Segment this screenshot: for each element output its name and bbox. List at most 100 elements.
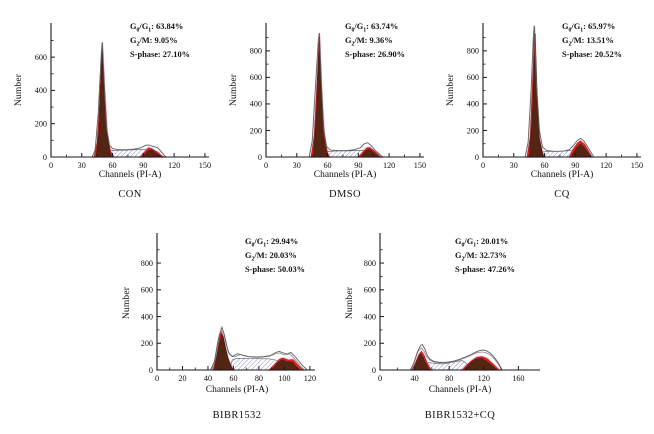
svg-text:90: 90 bbox=[139, 161, 147, 170]
svg-text:120: 120 bbox=[600, 161, 612, 170]
svg-text:600: 600 bbox=[364, 286, 376, 295]
histogram-svg: 0 200 400 600 800 0 30 60 90 120 150 bbox=[250, 23, 426, 170]
svg-text:0: 0 bbox=[378, 374, 382, 383]
stat-line: G2/M: 32.73% bbox=[455, 250, 507, 263]
svg-text:200: 200 bbox=[141, 339, 153, 348]
svg-text:600: 600 bbox=[35, 53, 47, 62]
panel-bibr1532: Number 0 200 400 600 800 0 20 40 60 80 100 120 G0/G… bbox=[106, 210, 336, 434]
plot-area: 0 200 400 600 800 0 30 60 90 120 150 bbox=[235, 18, 436, 179]
x-axis-label: Channels (PI-A) bbox=[98, 170, 162, 180]
stat-line: S-phase: 27.10% bbox=[130, 49, 191, 59]
svg-text:600: 600 bbox=[250, 73, 262, 82]
svg-text:120: 120 bbox=[304, 374, 316, 383]
stat-line: S-phase: 47.26% bbox=[455, 264, 516, 274]
svg-text:120: 120 bbox=[168, 161, 180, 170]
svg-text:40: 40 bbox=[204, 374, 212, 383]
svg-text:100: 100 bbox=[278, 374, 290, 383]
stat-line: S-phase: 26.90% bbox=[345, 49, 406, 59]
panel-title: CON bbox=[118, 189, 142, 200]
svg-text:150: 150 bbox=[631, 161, 643, 170]
cell-cycle-stats: G0/G1: 20.01% G2/M: 32.73% S-phase: 47.26% bbox=[455, 237, 515, 275]
histogram-svg: 0 200 400 600 0 30 60 90 120 150 bbox=[35, 23, 211, 170]
svg-text:120: 120 bbox=[383, 161, 395, 170]
svg-text:800: 800 bbox=[364, 259, 376, 268]
stat-line: G2/M: 13.51% bbox=[562, 35, 614, 48]
svg-text:200: 200 bbox=[35, 120, 47, 129]
x-axis-label: Channels (PI-A) bbox=[530, 170, 594, 180]
svg-text:0: 0 bbox=[372, 366, 376, 375]
stat-line: S-phase: 50.03% bbox=[245, 264, 306, 274]
svg-text:30: 30 bbox=[293, 161, 301, 170]
svg-text:0: 0 bbox=[49, 161, 53, 170]
svg-text:30: 30 bbox=[510, 161, 518, 170]
plot-area: 0 200 400 600 0 30 60 90 120 150 bbox=[20, 18, 221, 179]
histogram-svg: 0 200 400 600 800 0 40 80 120 160 bbox=[364, 233, 540, 383]
panel-cq: Number 0 200 400 600 800 0 30 60 90 120 150 G0/G1:… bbox=[432, 0, 654, 210]
svg-text:800: 800 bbox=[250, 47, 262, 56]
svg-text:0: 0 bbox=[149, 366, 153, 375]
cell-cycle-stats: G0/G1: 63.84% G2/M: 9.05% S-phase: 27.10% bbox=[130, 22, 190, 60]
x-axis-label: Channels (PI-A) bbox=[313, 170, 377, 180]
svg-text:30: 30 bbox=[78, 161, 86, 170]
stat-line: G2/M: 9.05% bbox=[130, 35, 178, 48]
svg-text:800: 800 bbox=[467, 47, 479, 56]
svg-text:90: 90 bbox=[571, 161, 579, 170]
plot-area: 0 200 400 600 800 0 40 80 120 160 bbox=[349, 228, 552, 392]
stat-line: G0/G1: 29.94% bbox=[245, 237, 299, 249]
svg-text:80: 80 bbox=[445, 374, 453, 383]
svg-text:200: 200 bbox=[250, 126, 262, 135]
svg-text:60: 60 bbox=[108, 161, 116, 170]
x-axis-label: Channels (PI-A) bbox=[428, 385, 492, 395]
stat-line: S-phase: 20.52% bbox=[562, 49, 623, 59]
histogram-svg: 0 200 400 600 800 0 30 60 90 120 150 bbox=[467, 23, 643, 170]
cell-cycle-stats: G0/G1: 29.94% G2/M: 20.03% S-phase: 50.03% bbox=[245, 237, 305, 275]
svg-text:0: 0 bbox=[264, 161, 268, 170]
stat-line: G0/G1: 20.01% bbox=[455, 237, 509, 249]
svg-text:400: 400 bbox=[364, 312, 376, 321]
svg-text:800: 800 bbox=[141, 259, 153, 268]
svg-text:600: 600 bbox=[141, 286, 153, 295]
svg-text:160: 160 bbox=[512, 374, 524, 383]
svg-text:400: 400 bbox=[141, 312, 153, 321]
svg-text:0: 0 bbox=[43, 153, 47, 162]
plot-area: 0 200 400 600 800 0 20 40 60 80 100 120 bbox=[126, 228, 327, 392]
svg-text:0: 0 bbox=[475, 153, 479, 162]
svg-text:600: 600 bbox=[467, 73, 479, 82]
svg-text:40: 40 bbox=[411, 374, 419, 383]
svg-text:60: 60 bbox=[229, 374, 237, 383]
svg-text:60: 60 bbox=[540, 161, 548, 170]
stat-line: G0/G1: 65.97% bbox=[562, 22, 616, 34]
svg-text:0: 0 bbox=[258, 153, 262, 162]
svg-text:120: 120 bbox=[478, 374, 490, 383]
stat-line: G2/M: 20.03% bbox=[245, 250, 297, 263]
svg-text:60: 60 bbox=[323, 161, 331, 170]
panel-title: BIBR1532+CQ bbox=[424, 410, 496, 421]
svg-text:0: 0 bbox=[481, 161, 485, 170]
stat-line: G0/G1: 63.84% bbox=[130, 22, 184, 34]
svg-text:80: 80 bbox=[255, 374, 263, 383]
svg-text:90: 90 bbox=[354, 161, 362, 170]
svg-text:400: 400 bbox=[250, 100, 262, 109]
panel-title: BIBR1532 bbox=[212, 410, 262, 421]
svg-text:20: 20 bbox=[178, 374, 186, 383]
histogram-svg: 0 200 400 600 800 0 20 40 60 80 100 120 bbox=[141, 233, 316, 383]
svg-text:150: 150 bbox=[199, 161, 211, 170]
svg-text:200: 200 bbox=[364, 339, 376, 348]
stat-line: G2/M: 9.36% bbox=[345, 35, 393, 48]
x-axis-label: Channels (PI-A) bbox=[205, 385, 269, 395]
svg-text:150: 150 bbox=[414, 161, 426, 170]
stat-line: G0/G1: 63.74% bbox=[345, 22, 399, 34]
panel-title: DMSO bbox=[329, 189, 361, 200]
panel-bibr1532-cq: Number 0 200 400 600 800 0 40 80 120 160 G0/G1: 2… bbox=[329, 210, 559, 434]
plot-area: 0 200 400 600 800 0 30 60 90 120 150 bbox=[452, 18, 653, 179]
cell-cycle-stats: G0/G1: 63.74% G2/M: 9.36% S-phase: 26.90% bbox=[345, 22, 405, 60]
svg-text:0: 0 bbox=[155, 374, 159, 383]
panel-con: Number 0 200 400 600 0 30 60 90 120 150 G0/G1: 63… bbox=[0, 0, 222, 210]
svg-text:400: 400 bbox=[467, 100, 479, 109]
svg-text:200: 200 bbox=[467, 126, 479, 135]
cell-cycle-stats: G0/G1: 65.97% G2/M: 13.51% S-phase: 20.52% bbox=[562, 22, 622, 60]
panel-dmso: Number 0 200 400 600 800 0 30 60 90 120 150 G0/G1:… bbox=[215, 0, 437, 210]
panel-title: CQ bbox=[554, 189, 570, 200]
svg-text:400: 400 bbox=[35, 86, 47, 95]
